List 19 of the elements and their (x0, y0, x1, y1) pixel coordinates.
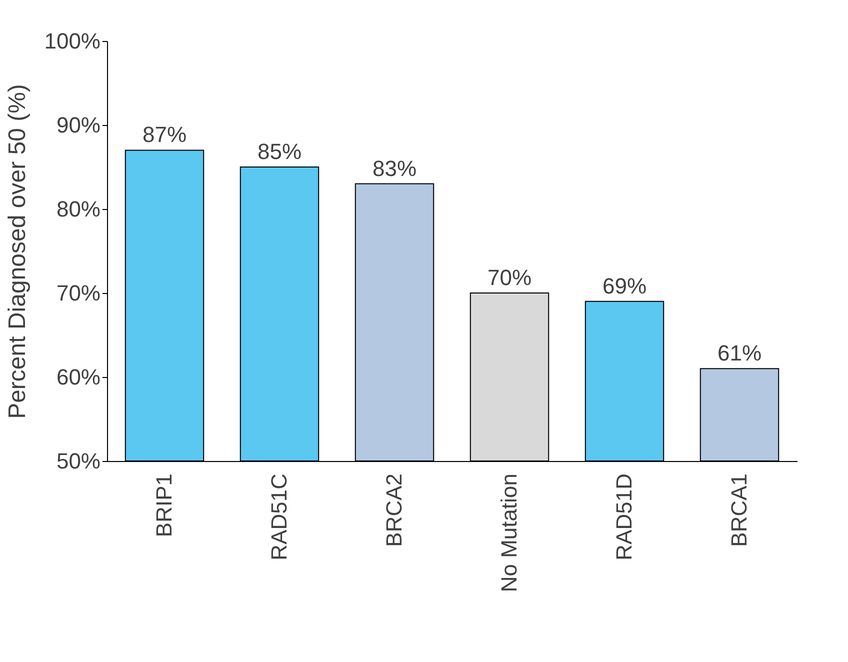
y-tick-label: 80% (56, 196, 100, 222)
x-tick-label: RAD51D (612, 474, 636, 560)
x-tick-label: RAD51C (266, 473, 292, 560)
y-tick-label: 50% (56, 448, 100, 474)
y-tick-label: 100% (44, 28, 100, 54)
data-label: 83% (372, 156, 417, 181)
y-axis-title: Percent Diagnosed over 50 (%) (4, 84, 32, 419)
y-tick-label: 60% (56, 364, 100, 390)
data-label: 69% (602, 273, 647, 298)
data-label: 85% (257, 139, 302, 164)
x-tick-label: BRCA2 (382, 474, 406, 547)
data-label: 61% (717, 340, 762, 366)
y-tick-label: 90% (56, 112, 100, 138)
x-tick-label: BRCA1 (726, 474, 752, 547)
x-tick-label: BRIP1 (152, 474, 176, 538)
x-tick-label: No Mutation (496, 474, 522, 592)
data-label: 70% (487, 265, 532, 290)
y-tick-label: 70% (56, 280, 100, 306)
data-label: 87% (142, 122, 187, 148)
